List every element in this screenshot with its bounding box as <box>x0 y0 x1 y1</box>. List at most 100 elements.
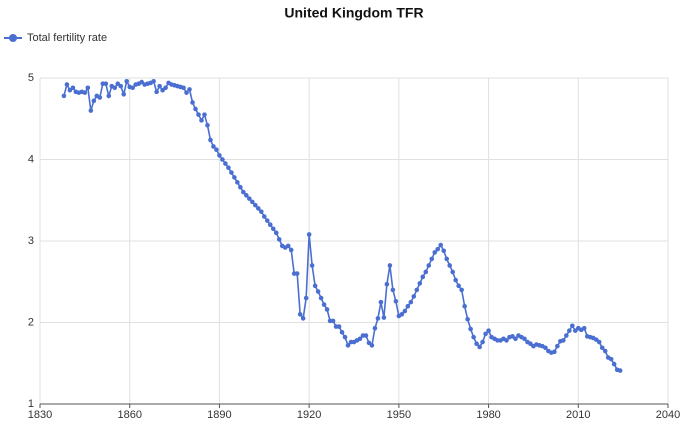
data-point <box>570 323 575 329</box>
data-point <box>253 202 258 208</box>
data-point <box>315 289 321 294</box>
y-tick-label: 3 <box>28 235 34 247</box>
data-point <box>426 263 432 268</box>
data-point <box>241 189 246 195</box>
data-point <box>226 165 231 170</box>
data-point <box>199 118 204 123</box>
data-point <box>336 324 342 329</box>
data-point <box>256 206 261 211</box>
data-point <box>309 263 315 268</box>
data-point <box>414 287 420 293</box>
data-point <box>181 85 186 91</box>
data-point <box>447 263 452 268</box>
data-point <box>300 316 306 321</box>
data-point <box>363 333 369 338</box>
data-point <box>384 281 390 287</box>
data-point <box>244 193 249 198</box>
data-point <box>357 336 363 342</box>
legend-swatch <box>9 34 17 42</box>
x-tick-label: 1920 <box>297 409 321 421</box>
data-point <box>258 209 264 214</box>
data-point <box>235 180 240 185</box>
data-point <box>288 247 294 253</box>
data-point <box>477 344 482 350</box>
data-point <box>190 100 195 105</box>
data-point <box>552 349 557 355</box>
data-point <box>103 81 109 87</box>
data-point <box>312 283 318 289</box>
data-point <box>303 295 309 301</box>
data-point <box>411 294 417 299</box>
data-point <box>561 338 566 343</box>
data-point <box>97 95 103 100</box>
data-point <box>381 315 387 320</box>
x-tick-label: 1980 <box>476 409 500 421</box>
data-point <box>220 157 225 162</box>
data-point <box>208 137 213 143</box>
data-point <box>459 287 464 293</box>
data-point <box>378 299 384 305</box>
data-point <box>330 318 336 324</box>
data-point <box>264 218 270 223</box>
data-point <box>456 283 461 289</box>
data-point <box>596 339 602 345</box>
data-point <box>408 299 414 305</box>
data-point <box>193 106 198 112</box>
data-point <box>247 196 252 201</box>
data-point <box>465 316 470 322</box>
data-point <box>214 147 219 153</box>
data-point <box>342 334 348 340</box>
x-tick-label: 1860 <box>117 409 141 421</box>
data-point <box>617 368 623 373</box>
data-point <box>211 144 216 149</box>
chart-title: United Kingdom TFR <box>284 5 423 21</box>
data-point <box>438 242 444 248</box>
data-point <box>450 269 455 275</box>
data-point <box>513 336 518 342</box>
data-point <box>232 175 237 180</box>
data-point <box>402 308 408 314</box>
data-point <box>112 85 118 91</box>
data-point <box>611 361 617 367</box>
y-tick-label: 5 <box>28 72 34 84</box>
data-point <box>202 112 207 117</box>
data-point <box>567 328 572 333</box>
data-point <box>61 93 67 99</box>
data-point <box>267 222 273 227</box>
series-line <box>63 78 621 372</box>
data-point <box>581 325 587 331</box>
y-tick-label: 1 <box>28 398 34 410</box>
data-point <box>85 85 91 91</box>
data-point <box>106 93 112 99</box>
data-point <box>453 277 458 283</box>
data-point <box>163 85 168 91</box>
data-point <box>64 82 70 87</box>
data-point <box>435 246 441 252</box>
data-point <box>306 232 312 237</box>
y-tick-label: 2 <box>28 316 34 328</box>
data-point <box>70 85 76 91</box>
data-point <box>205 122 210 128</box>
data-point <box>429 256 435 262</box>
data-point <box>486 328 491 333</box>
legend-label: Total fertility rate <box>27 32 107 44</box>
data-point <box>399 312 405 317</box>
data-point <box>285 243 291 249</box>
data-point <box>564 333 569 338</box>
data-point <box>555 343 560 349</box>
data-point <box>130 85 136 91</box>
data-point <box>223 161 228 166</box>
data-point <box>420 274 426 280</box>
data-point <box>474 341 479 346</box>
x-tick-label: 1830 <box>28 409 52 421</box>
data-point <box>423 269 429 275</box>
data-point <box>91 98 97 104</box>
data-point <box>444 256 450 262</box>
x-tick-label: 2040 <box>656 409 680 421</box>
data-point <box>369 343 375 348</box>
data-point <box>196 112 201 117</box>
data-point <box>276 237 282 242</box>
data-point <box>441 248 447 254</box>
